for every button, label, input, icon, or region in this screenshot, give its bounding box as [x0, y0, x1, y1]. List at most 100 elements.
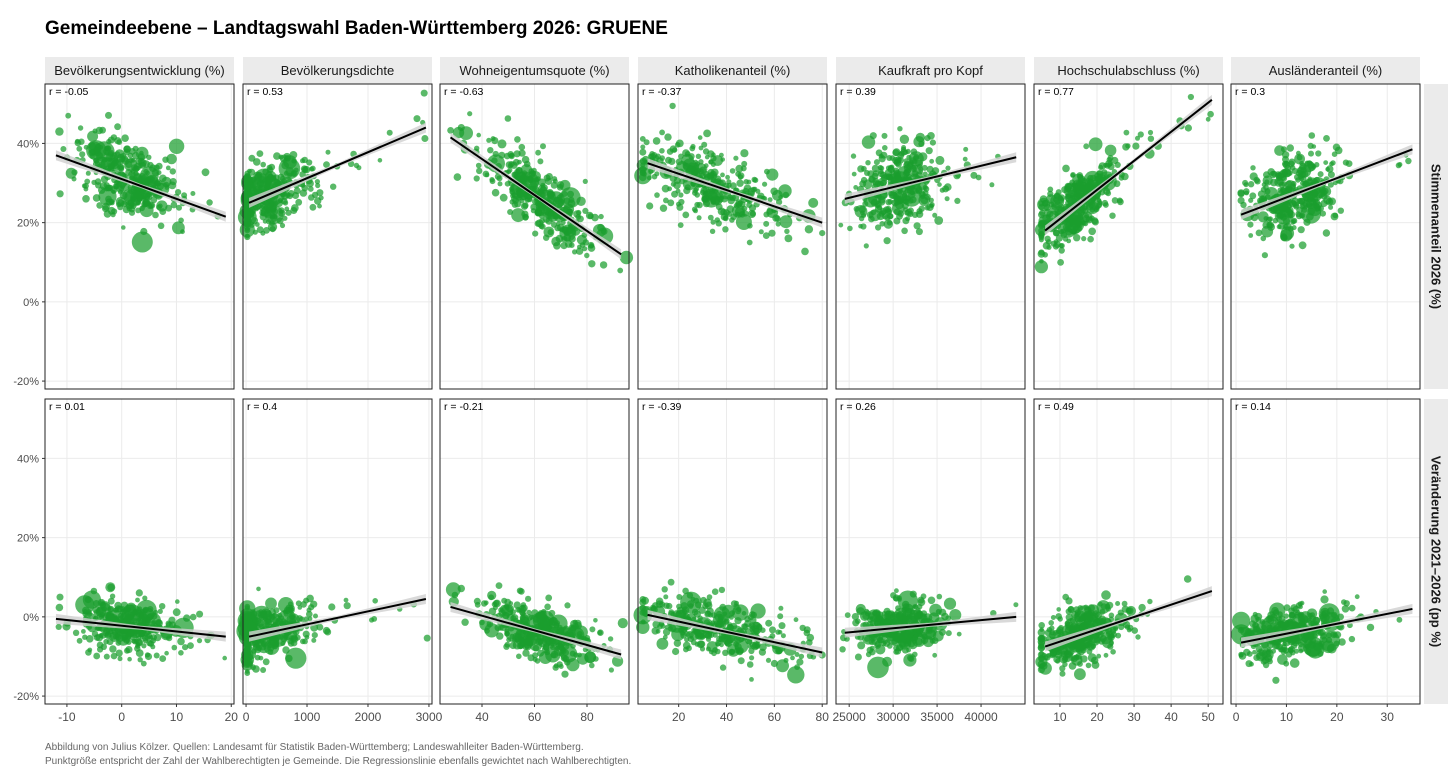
data-point: [1050, 615, 1056, 620]
y-tick-label: -20%: [13, 376, 39, 388]
data-point: [564, 240, 573, 248]
data-point: [1323, 195, 1332, 205]
panel-border: [44, 398, 235, 705]
data-point: [413, 115, 421, 123]
data-point: [301, 156, 308, 164]
data-point: [882, 145, 888, 151]
data-point: [775, 629, 781, 635]
data-point: [749, 655, 755, 661]
data-point: [875, 224, 882, 231]
data-point: [530, 203, 537, 211]
data-point: [759, 643, 767, 651]
data-point: [593, 618, 598, 623]
data-point: [481, 600, 488, 607]
data-point: [1257, 211, 1269, 223]
row-strip-label: Veränderung 2021–2026 (pp %): [1429, 456, 1444, 647]
data-point: [698, 606, 706, 614]
data-point: [168, 138, 185, 154]
data-point: [779, 215, 793, 229]
data-point: [94, 141, 115, 162]
data-point: [678, 192, 684, 198]
data-point: [903, 653, 917, 667]
data-point: [55, 623, 62, 631]
data-point: [131, 231, 153, 253]
data-point: [897, 590, 918, 611]
data-point: [175, 599, 180, 604]
data-point: [691, 206, 698, 213]
data-point: [420, 89, 428, 97]
facet-strip-label: Hochschulabschluss (%): [1057, 63, 1199, 78]
correlation-label: r = 0.77: [1038, 86, 1074, 98]
data-point: [98, 187, 117, 206]
data-point: [267, 222, 278, 232]
data-point: [85, 170, 91, 176]
data-point: [1280, 226, 1295, 240]
panel: r = 0.4: [236, 398, 433, 705]
data-point: [617, 618, 628, 629]
data-point: [135, 638, 143, 646]
data-point: [503, 152, 511, 160]
data-point: [853, 185, 859, 190]
data-point: [1135, 634, 1141, 640]
data-point: [114, 601, 122, 610]
data-point: [79, 151, 86, 158]
data-point: [1147, 135, 1155, 142]
panel: r = -0.63: [439, 83, 634, 390]
data-point: [242, 646, 257, 661]
data-point: [311, 632, 318, 639]
data-point: [128, 209, 136, 216]
data-point: [576, 234, 588, 245]
facet-strip-label: Ausländeranteil (%): [1269, 63, 1382, 78]
data-point: [501, 604, 514, 617]
data-point: [168, 616, 176, 624]
data-point: [636, 620, 650, 634]
data-point: [484, 623, 499, 638]
data-point: [735, 214, 752, 230]
data-point: [667, 199, 675, 207]
correlation-label: r = 0.4: [247, 401, 277, 413]
data-point: [1317, 171, 1324, 178]
data-point: [915, 228, 923, 236]
data-point: [1122, 143, 1130, 151]
data-point: [343, 597, 349, 603]
regression-line: [248, 598, 427, 638]
data-point: [114, 137, 122, 145]
regression-line: [1044, 99, 1213, 232]
data-point: [663, 602, 670, 609]
data-point: [676, 594, 683, 600]
data-point: [1131, 627, 1138, 634]
panel: r = 0.53: [237, 83, 433, 390]
y-tick-label: 40%: [17, 138, 39, 150]
data-point: [729, 182, 737, 190]
data-point: [651, 627, 659, 635]
data-point: [279, 222, 286, 229]
data-point: [698, 159, 704, 165]
data-point: [75, 595, 95, 615]
data-point: [459, 126, 473, 140]
data-point: [712, 155, 723, 166]
data-point: [730, 600, 738, 607]
data-point: [196, 610, 204, 618]
data-point: [656, 637, 669, 650]
data-point: [749, 677, 754, 682]
data-point: [713, 606, 731, 623]
data-point: [136, 599, 157, 621]
data-point: [103, 653, 110, 660]
data-point: [743, 179, 749, 185]
data-point: [575, 247, 584, 255]
data-point: [1108, 612, 1115, 619]
data-point: [1250, 614, 1259, 624]
data-point: [918, 205, 925, 212]
data-point: [159, 603, 166, 610]
data-point: [177, 637, 185, 646]
data-point: [1320, 595, 1329, 604]
data-point: [521, 155, 530, 164]
data-point: [157, 608, 163, 615]
caption-note: Punktgröße entspricht der Zahl der Wahlb…: [45, 756, 632, 767]
data-point: [1135, 135, 1140, 141]
data-point: [72, 629, 80, 636]
data-point: [1366, 623, 1375, 632]
data-point: [559, 224, 577, 242]
data-point: [893, 217, 901, 225]
data-point: [496, 632, 504, 640]
